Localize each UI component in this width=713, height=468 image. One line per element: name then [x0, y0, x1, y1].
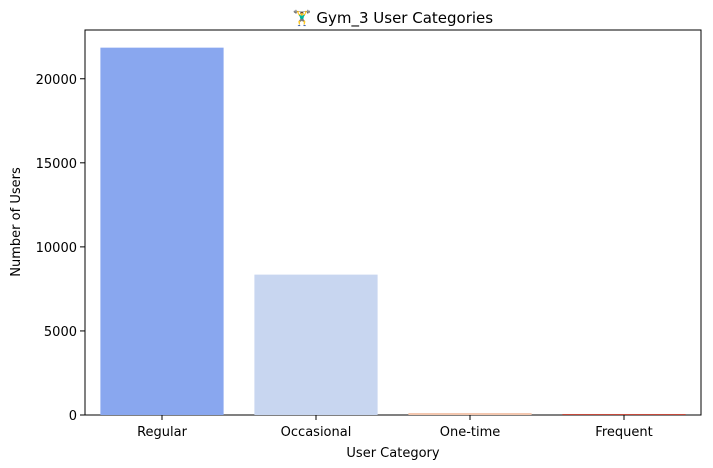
- chart-title: 🏋️‍♂️ Gym_3 User Categories: [293, 9, 493, 28]
- bars-group: [100, 47, 686, 416]
- y-tick-label: 0: [69, 409, 77, 424]
- y-tick-label: 20000: [36, 73, 77, 88]
- x-tick-label: Occasional: [281, 425, 352, 440]
- bar-occasional: [254, 274, 378, 415]
- bar-regular: [100, 47, 224, 416]
- x-axis: Regular Occasional One-time Frequent: [137, 415, 653, 440]
- x-tick-label: Frequent: [595, 425, 652, 440]
- y-axis: 0 5000 10000 15000 20000: [36, 73, 85, 424]
- y-tick-label: 10000: [36, 241, 77, 256]
- y-tick-label: 15000: [36, 157, 77, 172]
- plot-frame: [84, 29, 702, 416]
- x-axis-title: User Category: [346, 446, 439, 461]
- plot-area: [84, 29, 702, 416]
- x-tick-label: One-time: [440, 425, 501, 440]
- bar-frequent: [562, 413, 686, 415]
- x-tick-label: Regular: [137, 425, 188, 440]
- bar-one-time: [408, 412, 532, 415]
- y-tick-label: 5000: [44, 325, 77, 340]
- y-axis-title: Number of Users: [9, 167, 24, 277]
